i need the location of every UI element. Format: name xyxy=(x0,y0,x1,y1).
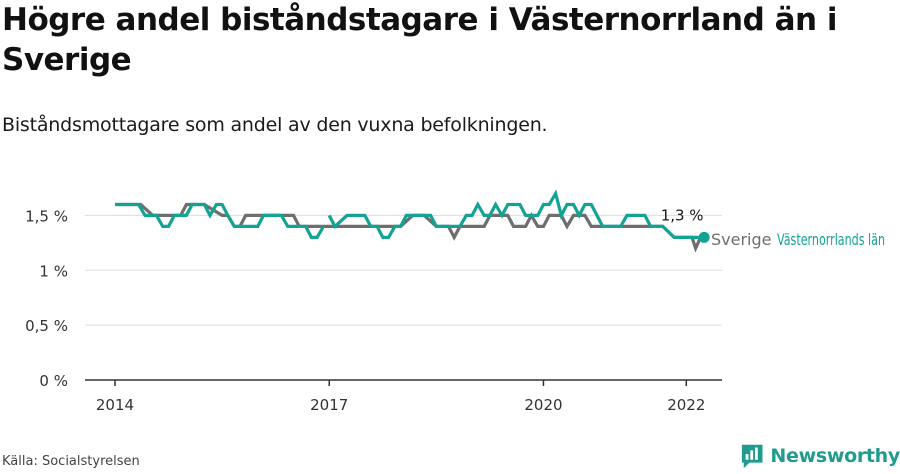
end-labels: 1,3 % Sverige Västernorrlands län xyxy=(661,206,885,249)
end-point-marker xyxy=(698,231,710,243)
series-label-sverige: Sverige xyxy=(711,230,772,249)
series-label-vasternorrland: Västernorrlands län xyxy=(777,230,885,249)
x-axis: 2014 2017 2020 2022 xyxy=(85,379,722,414)
series-line-vasternorrland xyxy=(115,189,705,239)
x-tick-label: 2017 xyxy=(310,396,348,414)
y-tick-label: 1,5 % xyxy=(25,207,68,225)
y-tick-label: 1 % xyxy=(39,262,68,280)
gridlines xyxy=(85,214,722,381)
x-tick-label: 2022 xyxy=(667,396,705,414)
brand-name: Newsworthy xyxy=(770,445,900,467)
chart-title: Högre andel biståndstagare i Västernorrl… xyxy=(2,2,838,78)
brand-logo: Newsworthy xyxy=(740,441,900,471)
end-value-label: 1,3 % xyxy=(661,206,704,224)
chart-subtitle: Biståndsmottagare som andel av den vuxna… xyxy=(2,114,548,136)
line-chart: 0 % 0,5 % 1 % 1,5 % 2014 2017 2020 2022 1,3 % S… xyxy=(25,189,885,414)
newsworthy-logo-icon xyxy=(741,444,763,469)
y-axis-labels: 0 % 0,5 % 1 % 1,5 % xyxy=(25,207,68,390)
x-tick-label: 2020 xyxy=(524,396,562,414)
source-note: Källa: Socialstyrelsen xyxy=(2,454,140,469)
y-tick-label: 0 % xyxy=(39,372,68,390)
y-tick-label: 0,5 % xyxy=(25,317,68,335)
series-lines xyxy=(115,189,705,253)
x-tick-label: 2014 xyxy=(96,396,134,414)
